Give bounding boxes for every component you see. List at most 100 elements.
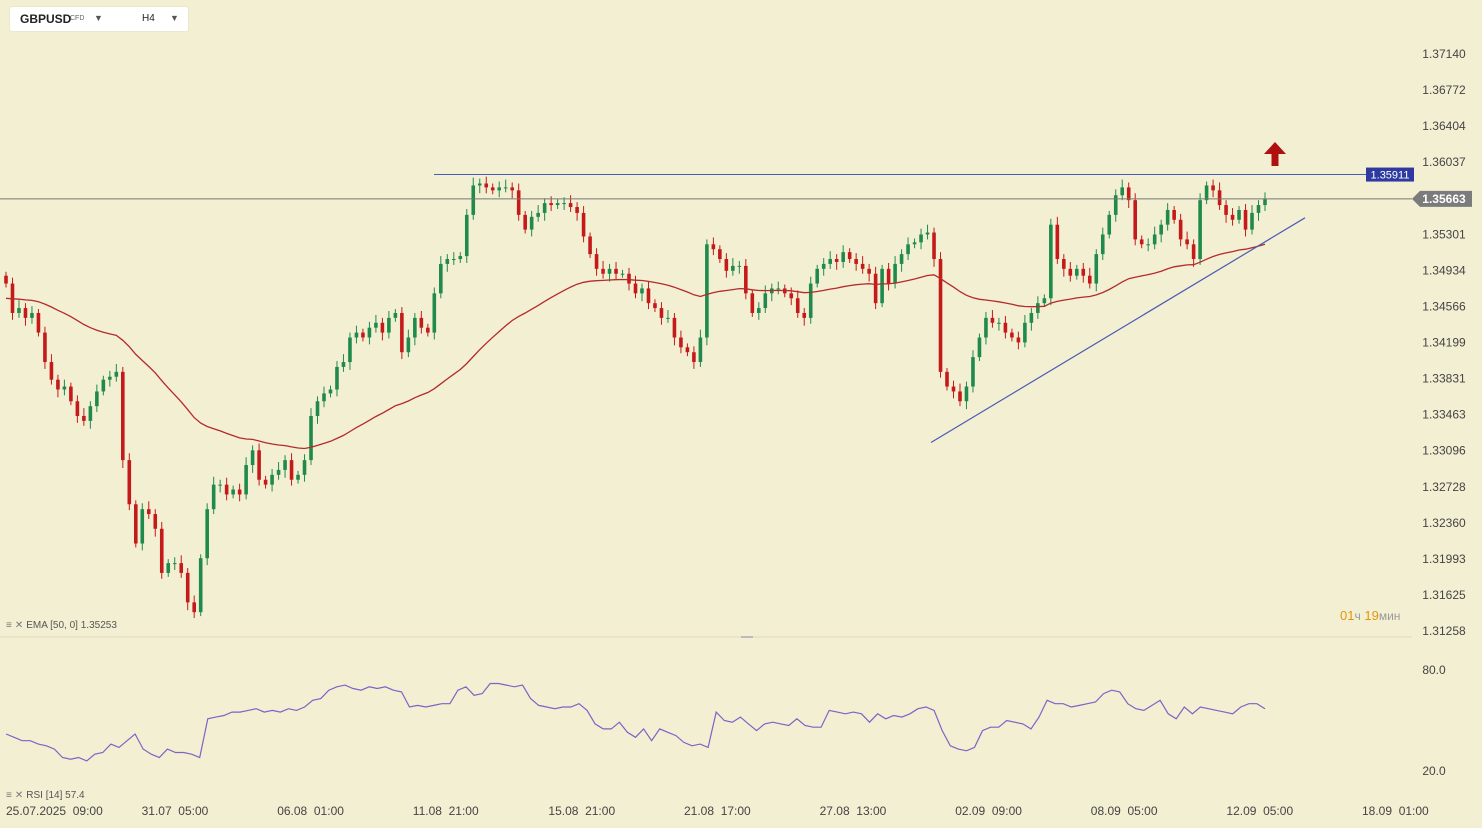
candle-body xyxy=(374,322,378,328)
close-icon[interactable]: ✕ xyxy=(14,790,24,801)
candle xyxy=(4,271,8,288)
price-tick-label: 1.37140 xyxy=(1422,47,1466,61)
candle-body xyxy=(1204,185,1209,201)
price-tick-label: 1.32728 xyxy=(1422,480,1466,494)
candle-body xyxy=(1217,190,1222,206)
candle xyxy=(69,382,73,406)
resistance-badge xyxy=(1366,167,1414,182)
timer-hours-unit: ч xyxy=(1354,609,1361,623)
candle-body xyxy=(737,265,742,267)
candle-body xyxy=(315,401,320,416)
ascending-trendline[interactable] xyxy=(930,217,1306,443)
timer-minutes-unit: мин xyxy=(1378,609,1401,623)
candle-body xyxy=(977,337,982,358)
candle-body xyxy=(698,337,703,363)
candle-body xyxy=(309,415,313,461)
candle-body xyxy=(932,232,936,260)
time-tick-label: 31.07 05:00 xyxy=(142,804,209,818)
candle xyxy=(932,227,936,267)
candle xyxy=(30,306,34,324)
candle xyxy=(653,299,657,312)
candle xyxy=(75,395,80,423)
candle xyxy=(536,205,540,222)
candle-body xyxy=(1146,244,1150,246)
candle xyxy=(945,367,949,391)
candle xyxy=(841,245,845,268)
candle xyxy=(1172,206,1176,224)
candle-body xyxy=(951,386,956,392)
candle-body xyxy=(192,602,197,613)
price-tick-label: 1.32360 xyxy=(1422,516,1466,530)
candle-body xyxy=(23,308,28,318)
candle xyxy=(1081,262,1086,283)
candle-body xyxy=(1107,214,1112,235)
candle xyxy=(1100,227,1105,261)
candle-body xyxy=(1010,332,1014,338)
candle-body xyxy=(841,252,845,262)
candle-body xyxy=(445,259,450,264)
candle-body xyxy=(666,317,670,319)
candle xyxy=(724,253,729,278)
candle-body xyxy=(633,283,638,294)
candle xyxy=(309,408,313,466)
candle xyxy=(367,321,372,345)
candle xyxy=(426,323,430,337)
timeframe-selector[interactable]: H4 xyxy=(142,13,155,24)
chevron-down-icon[interactable]: ▼ xyxy=(170,13,179,23)
candle xyxy=(393,309,398,322)
candle xyxy=(860,256,865,274)
candle xyxy=(925,224,930,240)
symbol-selector[interactable]: GBPUSD xyxy=(20,12,72,26)
menu-icon[interactable]: ≡ xyxy=(6,620,12,631)
candle-body xyxy=(705,244,709,338)
candle xyxy=(1029,308,1034,331)
candle-body xyxy=(724,259,729,271)
candle-body xyxy=(361,332,365,338)
candle xyxy=(906,237,910,261)
candle xyxy=(731,258,735,276)
candle xyxy=(140,503,145,551)
candle-body xyxy=(594,254,599,269)
candle xyxy=(302,454,307,482)
candle xyxy=(633,275,638,299)
candle xyxy=(413,312,417,346)
time-tick-label: 12.09 05:00 xyxy=(1226,804,1293,818)
candle xyxy=(854,253,858,271)
candle-body xyxy=(789,293,794,299)
candle xyxy=(769,283,774,302)
candle xyxy=(886,262,891,291)
time-tick-label: 08.09 05:00 xyxy=(1091,804,1158,818)
candle xyxy=(873,266,878,310)
candle-body xyxy=(153,514,158,529)
candle-body xyxy=(296,474,300,480)
ema-indicator-label[interactable]: ≡ ✕ EMA [50, 0] 1.35253 xyxy=(6,620,117,631)
candle-body xyxy=(179,563,184,573)
rsi-params: [14] xyxy=(45,790,63,801)
candle-body xyxy=(1159,224,1163,235)
candle xyxy=(23,303,28,326)
candle xyxy=(159,521,164,579)
menu-icon[interactable]: ≡ xyxy=(6,790,12,801)
rsi-indicator-label[interactable]: ≡ ✕ RSI [14] 57.4 xyxy=(6,790,85,801)
rsi-tick-label: 80.0 xyxy=(1422,663,1446,677)
time-tick-label: 02.09 09:00 xyxy=(955,804,1022,818)
candle-body xyxy=(795,298,800,313)
candle-body xyxy=(925,232,930,235)
chevron-down-icon[interactable]: ▼ xyxy=(94,13,103,23)
candle xyxy=(114,363,119,382)
candle xyxy=(899,249,904,272)
candle xyxy=(1055,216,1060,264)
candle-body xyxy=(146,509,151,515)
rsi-name: RSI xyxy=(26,790,43,801)
candle-body xyxy=(763,293,768,309)
candle xyxy=(1191,239,1196,267)
candle xyxy=(62,379,67,396)
candle xyxy=(834,254,839,270)
candle xyxy=(802,308,807,326)
candle-body xyxy=(400,312,404,353)
close-icon[interactable]: ✕ xyxy=(14,620,24,631)
bar-countdown: 01ч 19мин xyxy=(1340,608,1400,623)
candle xyxy=(607,263,612,282)
candle xyxy=(750,289,755,317)
